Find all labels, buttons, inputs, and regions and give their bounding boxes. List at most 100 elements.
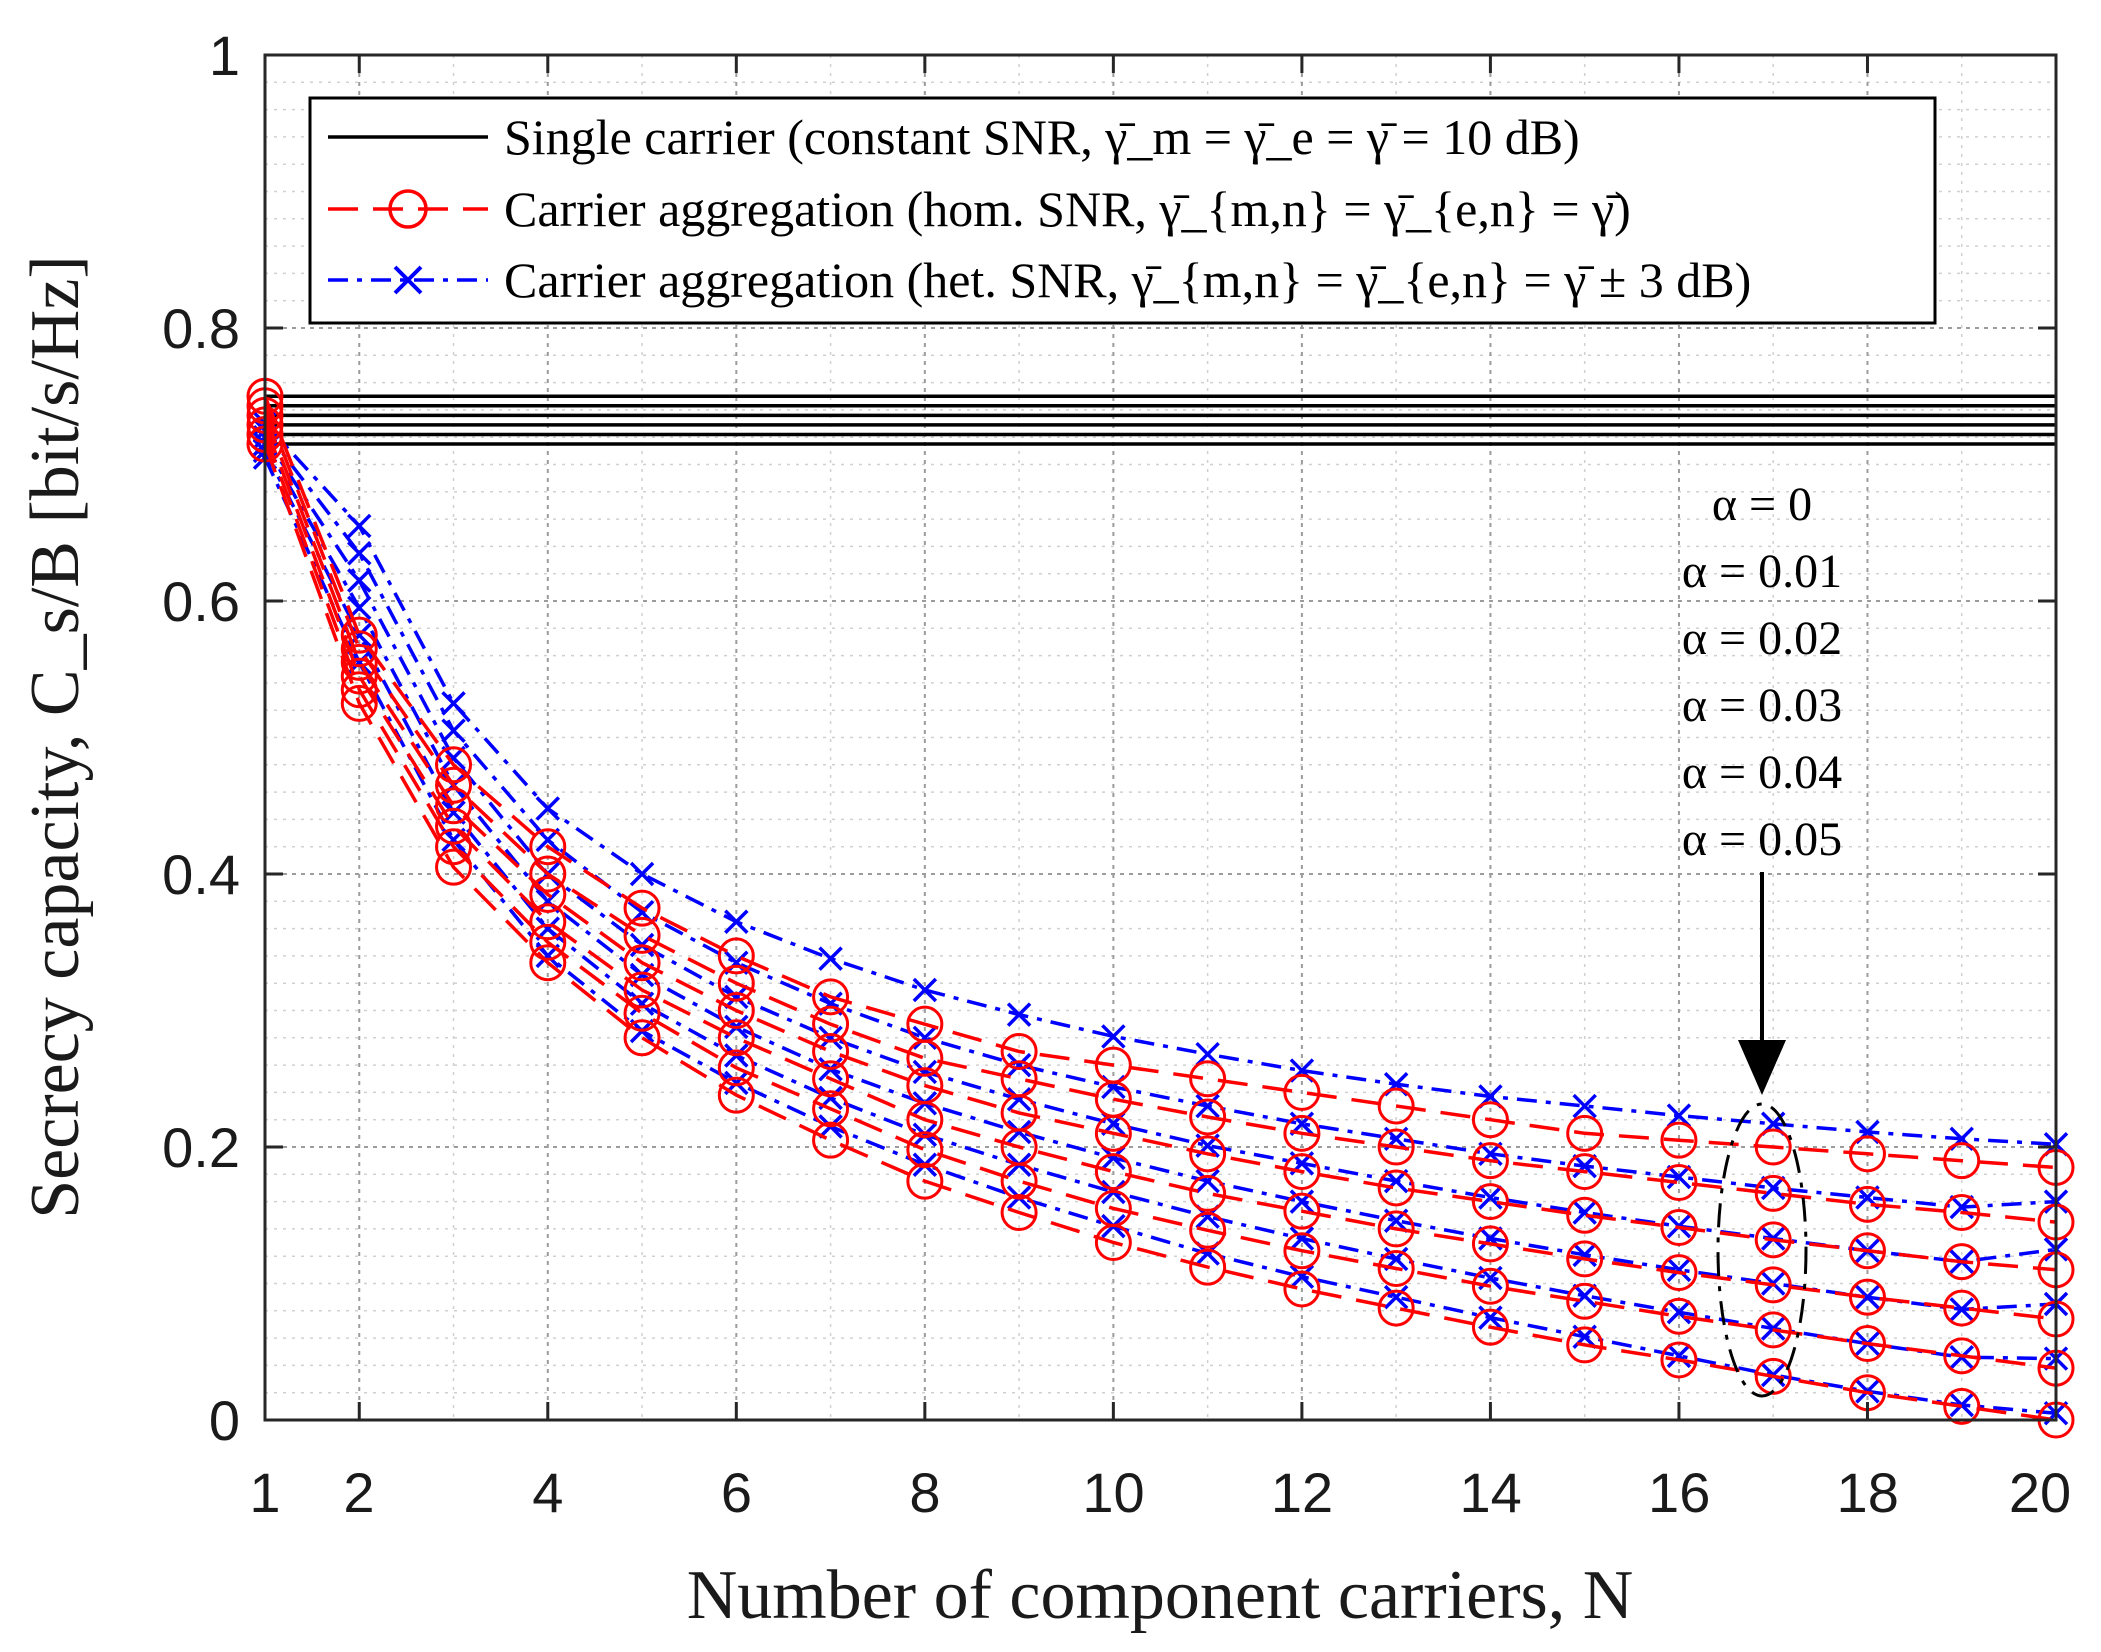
y-tick-label: 1 [209,24,240,87]
data-point [1566,1114,1604,1152]
data-point [1471,1183,1509,1221]
y-tick-label: 0.8 [162,297,240,360]
data-point [1660,1297,1698,1335]
data-point [1943,1387,1981,1425]
data-point [1754,1266,1792,1304]
alpha-label-5: α = 0.05 [1682,813,1842,866]
data-point [1572,1242,1597,1268]
data-point [1660,1209,1698,1247]
data-point [812,978,850,1016]
data-point [340,684,378,722]
data-point [1666,1103,1692,1128]
data-point [1943,1289,1981,1327]
data-point [347,568,372,593]
x-tick-label: 1 [249,1461,280,1524]
x-tick-label: 2 [343,1461,374,1524]
data-point [535,796,561,821]
data-point [629,861,655,887]
data-point [1572,1200,1597,1225]
legend-marker-het [393,265,423,295]
data-point [1101,1024,1126,1049]
data-point [1189,1174,1227,1212]
x-tick-label: 8 [909,1461,940,1524]
data-point [1478,1185,1503,1210]
data-point [435,787,473,825]
data-point [1000,1032,1038,1070]
alpha-label-3: α = 0.03 [1682,679,1842,732]
series-line [263,436,2057,1264]
data-point [1283,1114,1321,1152]
data-point [435,807,473,845]
legend-item-single: Single carrier (constant SNR, γ̄_m = γ̄_… [328,109,1580,165]
data-point [1566,1282,1604,1320]
x-tick-label: 16 [1648,1461,1710,1524]
data-point [340,630,378,668]
data-point [1377,1289,1415,1327]
data-point [724,984,749,1010]
data-point [1471,1225,1509,1263]
data-point [717,992,755,1029]
data-point [623,971,661,1009]
data-point [435,828,473,866]
series-hom [246,425,2075,1439]
y-axis-label: Secrecy capacity, C_s/B [bit/s/Hz] [17,255,94,1219]
data-point [1566,1240,1604,1278]
data-point [1566,1196,1604,1234]
data-point [1572,1093,1597,1119]
data-point [1471,1142,1509,1180]
x-tick-label: 4 [532,1461,563,1524]
data-point [1754,1221,1792,1259]
data-point [1289,1264,1315,1289]
data-point [435,766,473,804]
data-point [1572,1153,1597,1179]
data-point [1377,1087,1415,1125]
y-tick-label: 0.4 [162,843,240,906]
legend-label-het: Carrier aggregation (het. SNR, γ̄_{m,n} … [504,252,1751,308]
data-point [1855,1284,1880,1310]
legend-marker-hom [388,189,428,229]
data-point [340,643,378,681]
data-point [1377,1128,1415,1166]
data-point [818,1025,843,1051]
data-point [1754,1128,1792,1166]
data-point [1006,1086,1032,1112]
data-point [717,964,755,1002]
data-point [1471,1267,1509,1305]
data-point [1471,1101,1509,1139]
data-point [1383,1284,1409,1310]
data-point [529,875,567,913]
data-point [1189,1211,1227,1249]
data-point [1848,1278,1886,1316]
x-tick-label: 6 [721,1461,752,1524]
data-point [1754,1311,1792,1349]
data-point [812,1005,850,1043]
data-point [1943,1142,1981,1180]
annotation-arrowhead [1738,1040,1786,1095]
data-point [1195,1168,1220,1194]
data-point [1101,1145,1126,1171]
data-point [812,1060,850,1098]
data-point [529,944,567,982]
data-point [623,1019,661,1057]
data-point [1189,1135,1227,1173]
data-point [435,746,473,784]
data-point [1666,1164,1692,1190]
data-point [441,718,466,743]
data-point [1283,1073,1321,1111]
data-point [717,937,755,975]
data-point [1377,1249,1415,1287]
data-point [906,1101,944,1139]
data-point [1566,1326,1604,1364]
y-tick-label: 0 [209,1389,240,1452]
data-point [1006,1119,1032,1145]
data-point [1283,1153,1321,1191]
data-point [1660,1254,1698,1292]
data-point [906,1131,944,1169]
data-point [818,946,843,971]
data-point [529,923,567,961]
data-point [623,944,661,982]
data-point [347,540,372,566]
alpha-label-1: α = 0.01 [1682,545,1842,598]
x-axis-label: Number of component carriers, N [687,1557,1634,1634]
